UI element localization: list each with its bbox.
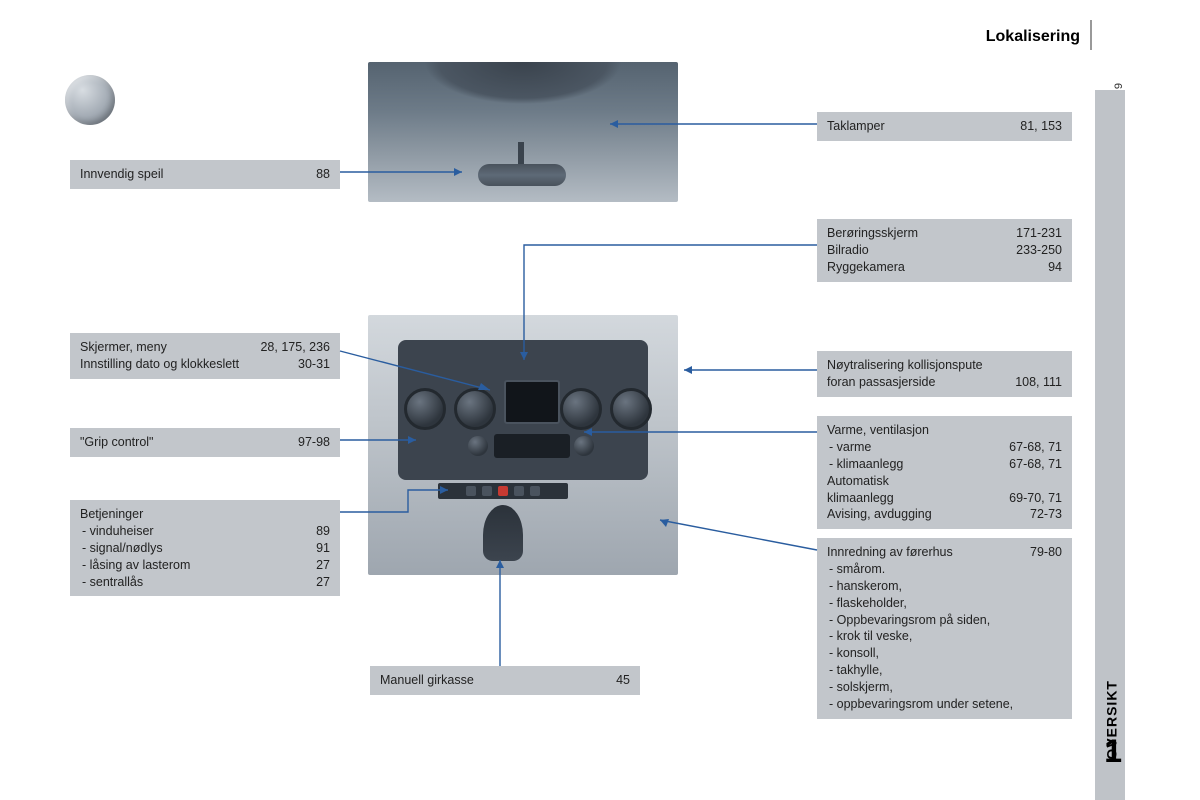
callout-label: sentrallås bbox=[94, 574, 148, 591]
callout-label: klimaanlegg bbox=[841, 456, 908, 473]
callout-label: Skjermer, meny bbox=[80, 339, 167, 356]
mirror-body-shape bbox=[478, 164, 566, 186]
callout-innvendig-speil: Innvendig speil 88 bbox=[70, 160, 340, 189]
callout-pages: 108, 111 bbox=[1015, 374, 1062, 391]
callout-pages: 27 bbox=[316, 574, 330, 591]
callout-pages: 97-98 bbox=[298, 434, 330, 451]
vent-icon bbox=[454, 388, 496, 430]
callout-manuell-girkasse: Manuell girkasse 45 bbox=[370, 666, 640, 695]
callout-pages: 81, 153 bbox=[1020, 118, 1062, 135]
list-item: oppbevaringsrom under setene, bbox=[827, 696, 1062, 713]
knob-icon bbox=[574, 436, 594, 456]
list-item: krok til veske, bbox=[827, 628, 1062, 645]
callout-pages: 72-73 bbox=[1030, 506, 1062, 523]
callout-pages: 67-68, 71 bbox=[1009, 456, 1062, 473]
list-item: konsoll, bbox=[827, 645, 1062, 662]
callout-klima: Varme, ventilasjon varme 67-68, 71 klimaa… bbox=[817, 416, 1072, 529]
callout-pages: 89 bbox=[316, 523, 330, 540]
callout-label: Innvendig speil bbox=[80, 166, 163, 183]
callout-label: Taklamper bbox=[827, 118, 885, 135]
callout-pages: 67-68, 71 bbox=[1009, 439, 1062, 456]
callout-label: "Grip control" bbox=[80, 434, 153, 451]
title-divider bbox=[1090, 20, 1092, 50]
callout-pages: 88 bbox=[316, 166, 330, 183]
callout-pages: 28, 175, 236 bbox=[260, 339, 330, 356]
callout-betjeninger: Betjeninger vinduheiser 89 signal/nødlys 9… bbox=[70, 500, 340, 596]
radio-shape bbox=[494, 434, 570, 458]
list-item: flaskeholder, bbox=[827, 595, 1062, 612]
callout-label: signal/nødlys bbox=[94, 540, 167, 557]
switch-icon bbox=[530, 486, 540, 496]
switch-icon bbox=[514, 486, 524, 496]
callout-label: Berøringsskjerm bbox=[827, 225, 918, 242]
callout-skjerm-group: Berøringsskjerm 171-231 Bilradio 233-250 R… bbox=[817, 219, 1072, 282]
page-number: 9 bbox=[1113, 83, 1125, 89]
switch-icon bbox=[482, 486, 492, 496]
list-item: smårom. bbox=[827, 561, 1062, 578]
callout-title: Betjeninger bbox=[80, 506, 143, 523]
callout-label: vinduheiser bbox=[94, 523, 158, 540]
callout-label: varme bbox=[841, 439, 876, 456]
vent-icon bbox=[404, 388, 446, 430]
interior-mirror-image bbox=[368, 62, 678, 202]
callout-label: Ryggekamera bbox=[827, 259, 905, 276]
callout-taklamper: Taklamper 81, 153 bbox=[817, 112, 1072, 141]
callout-grip-control: "Grip control" 97-98 bbox=[70, 428, 340, 457]
callout-label: låsing av lasterom bbox=[94, 557, 190, 574]
vent-icon bbox=[560, 388, 602, 430]
callout-pages: 69-70, 71 bbox=[1009, 490, 1062, 507]
dashboard-image bbox=[368, 315, 678, 575]
list-item: hanskerom, bbox=[827, 578, 1062, 595]
callout-pages: 30-31 bbox=[298, 356, 330, 373]
lower-switch-panel bbox=[438, 483, 568, 499]
hazard-button-icon bbox=[498, 486, 508, 496]
section-medallion-icon bbox=[65, 75, 115, 125]
list-item: takhylle, bbox=[827, 662, 1062, 679]
callout-title: Innredning av førerhus bbox=[827, 544, 953, 561]
callout-pages: 27 bbox=[316, 557, 330, 574]
page-title: Lokalisering bbox=[986, 28, 1080, 46]
section-number: 1 bbox=[1104, 733, 1122, 770]
callout-label: Varme, ventilasjon bbox=[827, 422, 929, 439]
dash-panel-shape bbox=[398, 340, 648, 480]
list-item: solskjerm, bbox=[827, 679, 1062, 696]
callout-innredning: Innredning av førerhus 79-80 smårom. han… bbox=[817, 538, 1072, 719]
callout-pages: 79-80 bbox=[1030, 544, 1062, 561]
callout-airbag: Nøytralisering kollisjonspute foran pass… bbox=[817, 351, 1072, 397]
callout-pages: 45 bbox=[616, 672, 630, 689]
callout-label: Avising, avdugging bbox=[827, 506, 932, 523]
knob-icon bbox=[468, 436, 488, 456]
callout-label: Automatisk klimaanlegg bbox=[827, 473, 957, 507]
callout-label: Nøytralisering kollisjonspute foran pass… bbox=[827, 357, 987, 391]
callout-pages: 94 bbox=[1048, 259, 1062, 276]
callout-pages: 233-250 bbox=[1016, 242, 1062, 259]
callout-label: Manuell girkasse bbox=[380, 672, 474, 689]
callout-pages: 171-231 bbox=[1016, 225, 1062, 242]
overhead-console-shape bbox=[398, 62, 648, 142]
callout-label: Bilradio bbox=[827, 242, 869, 259]
callout-skjermer-meny: Skjermer, meny 28, 175, 236 Innstilling … bbox=[70, 333, 340, 379]
touchscreen-shape bbox=[504, 380, 560, 424]
gear-lever-shape bbox=[483, 505, 523, 561]
vent-icon bbox=[610, 388, 652, 430]
switch-icon bbox=[466, 486, 476, 496]
callout-label: Innstilling dato og klokkeslett bbox=[80, 356, 239, 373]
list-item: Oppbevaringsrom på siden, bbox=[827, 612, 1062, 629]
callout-pages: 91 bbox=[316, 540, 330, 557]
